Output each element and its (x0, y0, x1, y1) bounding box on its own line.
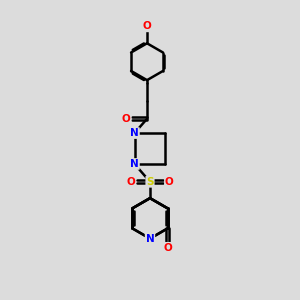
Text: O: O (122, 114, 130, 124)
Text: O: O (163, 243, 172, 253)
Text: O: O (143, 21, 152, 32)
Text: S: S (146, 177, 154, 187)
Text: N: N (130, 128, 139, 138)
Text: N: N (146, 234, 154, 244)
Text: O: O (165, 177, 174, 187)
Text: N: N (130, 159, 139, 169)
Text: O: O (126, 177, 135, 187)
